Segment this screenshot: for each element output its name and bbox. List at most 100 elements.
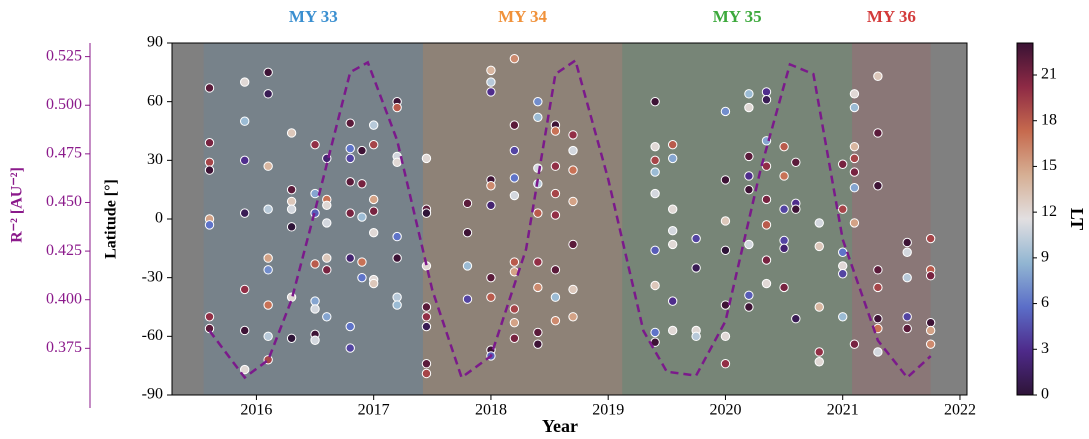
data-point	[667, 204, 678, 214]
data-point	[239, 364, 250, 375]
data-point	[509, 190, 520, 201]
data-point	[392, 253, 402, 263]
data-point	[814, 218, 824, 228]
data-point	[322, 312, 332, 322]
data-point	[368, 278, 379, 289]
data-point	[310, 208, 320, 218]
data-point	[533, 112, 543, 123]
data-point	[368, 194, 379, 205]
data-point	[239, 77, 250, 87]
data-point	[650, 155, 660, 166]
data-point	[838, 247, 848, 257]
data-point	[392, 231, 402, 242]
data-point	[421, 208, 432, 218]
data-point	[720, 216, 731, 226]
data-point	[550, 161, 561, 171]
data-point	[650, 327, 660, 338]
data-point	[509, 333, 520, 343]
season-label: MY 33	[289, 7, 338, 26]
y-axis-label: Latitude [°]	[103, 179, 120, 259]
x-tick-label: 2020	[709, 402, 741, 419]
data-point	[849, 141, 860, 152]
data-point	[310, 304, 320, 314]
data-point	[838, 204, 848, 214]
y-tick-label: -30	[142, 268, 163, 285]
data-point	[368, 206, 379, 216]
data-point	[509, 145, 520, 156]
data-point	[744, 239, 754, 250]
data-point	[791, 204, 801, 214]
data-point	[286, 196, 297, 207]
data-point	[838, 312, 848, 322]
data-point	[533, 257, 543, 267]
data-point	[286, 204, 297, 214]
x-tick-label: 2022	[944, 402, 976, 419]
data-point	[263, 89, 273, 99]
data-point	[568, 165, 578, 175]
y2-tick-label: 0.450	[46, 193, 82, 210]
data-point	[322, 218, 332, 228]
data-point	[849, 153, 860, 164]
data-point	[720, 331, 731, 342]
data-point	[925, 339, 936, 349]
data-point	[263, 300, 273, 310]
data-point	[779, 243, 789, 254]
data-point	[486, 87, 496, 97]
season-label: MY 36	[867, 7, 916, 26]
data-point	[533, 339, 543, 349]
data-point	[368, 139, 379, 150]
y-tick-label: 0	[155, 210, 163, 227]
data-point	[345, 253, 355, 263]
data-point	[744, 171, 754, 181]
data-point	[286, 222, 297, 232]
data-point	[568, 284, 578, 295]
data-point	[486, 77, 496, 87]
data-point	[568, 130, 578, 140]
x-axis-label: Year	[542, 416, 578, 436]
data-point	[650, 280, 660, 291]
data-point	[761, 95, 772, 105]
data-point	[345, 321, 355, 332]
data-point	[873, 71, 883, 81]
data-point	[902, 312, 912, 322]
data-point	[667, 226, 678, 236]
data-point	[925, 271, 936, 281]
data-point	[263, 331, 273, 342]
data-point	[509, 53, 520, 64]
data-point	[486, 200, 496, 211]
data-point	[691, 233, 701, 244]
data-point	[263, 253, 273, 263]
data-point	[779, 141, 789, 152]
data-point	[263, 265, 273, 275]
data-point	[509, 173, 520, 183]
y2-tick-label: 0.400	[46, 290, 82, 307]
colorbar	[1016, 42, 1034, 396]
data-point	[421, 368, 432, 379]
data-point	[392, 157, 402, 167]
data-point	[392, 102, 402, 113]
data-point	[509, 304, 520, 314]
data-point	[925, 233, 936, 244]
data-point	[204, 165, 215, 175]
data-point	[744, 290, 754, 300]
data-point	[345, 177, 355, 187]
season-band	[852, 43, 931, 395]
data-point	[873, 282, 883, 293]
data-point	[814, 302, 824, 312]
season-label: MY 35	[713, 7, 762, 26]
y2-tick-label: 0.475	[46, 145, 82, 162]
data-point	[345, 343, 355, 353]
data-point	[902, 272, 912, 283]
data-point	[744, 302, 754, 312]
data-point	[204, 220, 215, 230]
data-point	[550, 292, 561, 302]
colorbar-label: LT	[1067, 208, 1087, 230]
data-point	[286, 333, 297, 343]
data-point	[392, 292, 402, 302]
data-point	[902, 237, 912, 248]
data-point	[345, 118, 355, 128]
data-point	[849, 183, 860, 193]
data-point	[462, 294, 473, 304]
data-point	[392, 300, 402, 310]
y-tick-label: -90	[142, 386, 163, 403]
